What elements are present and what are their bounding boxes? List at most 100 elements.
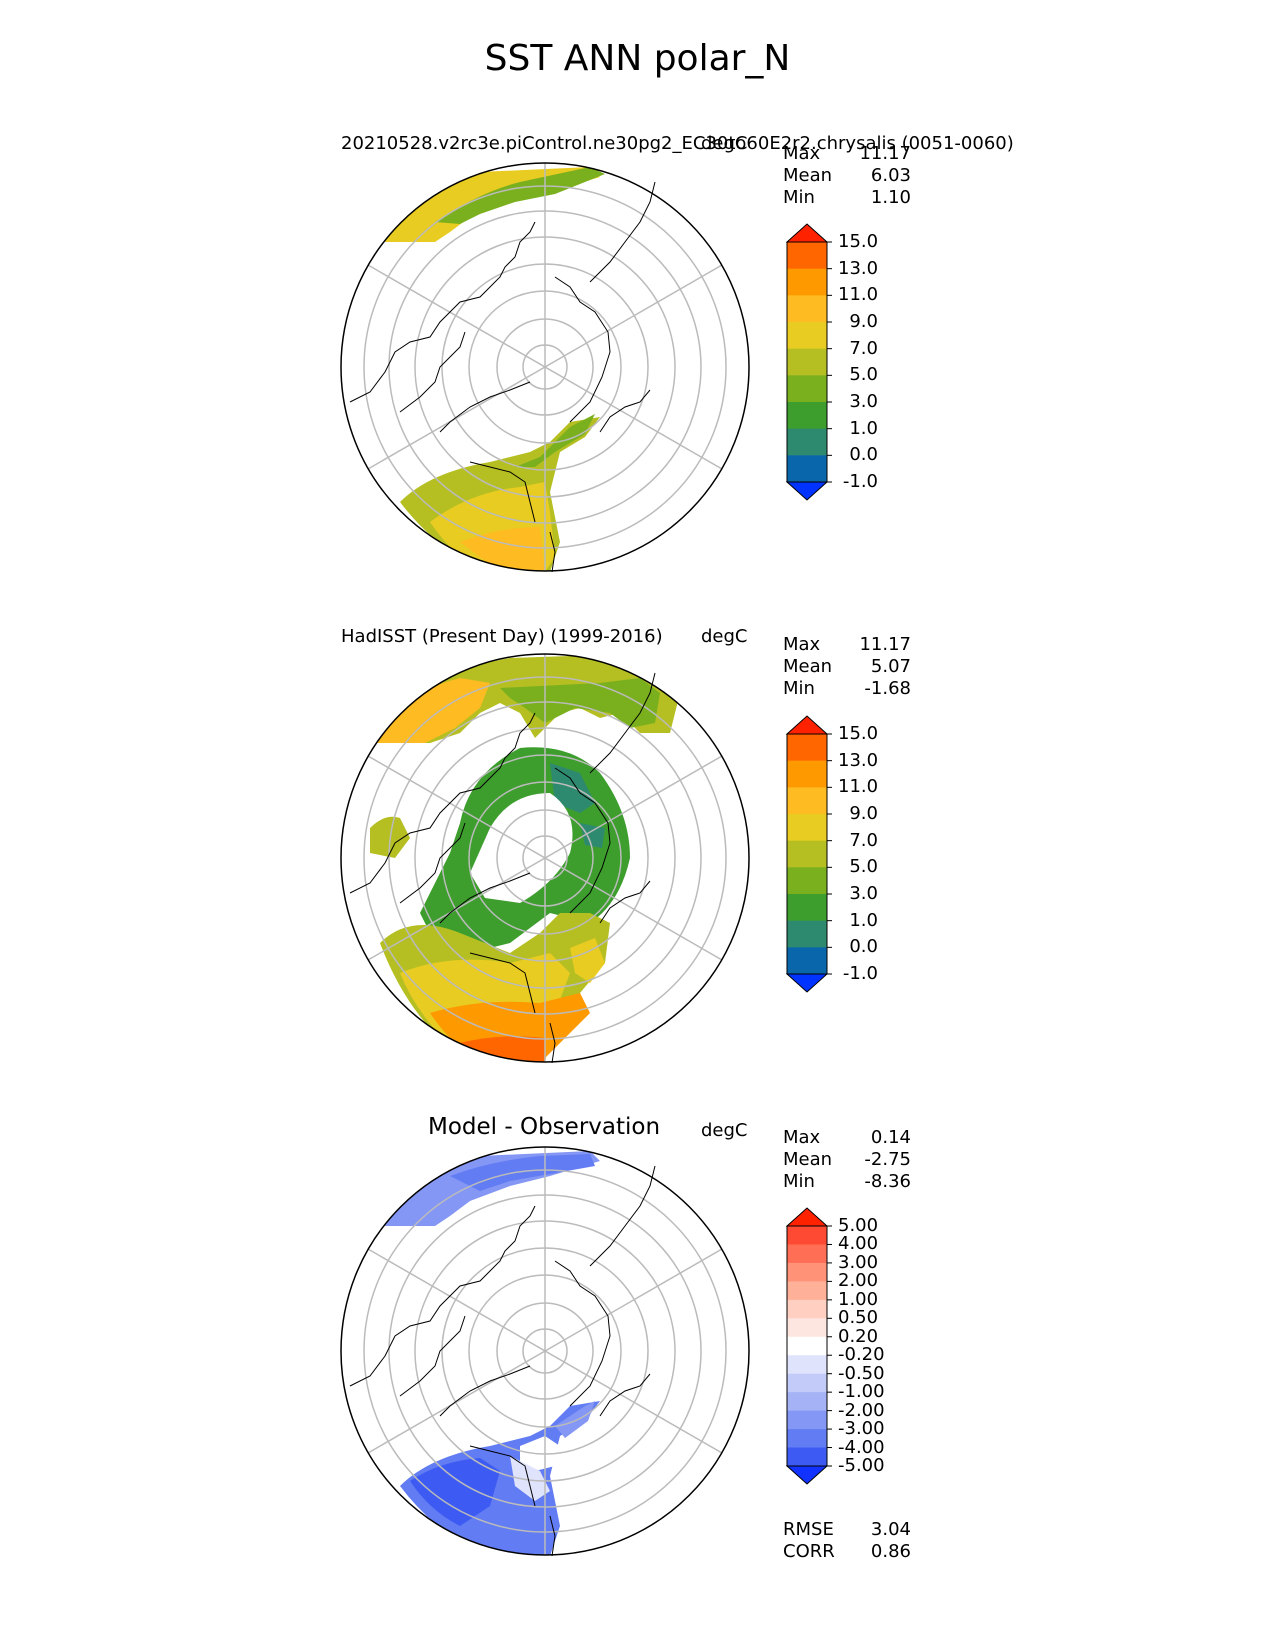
sst-region-north-cool	[500, 678, 660, 728]
colorbar-tick-label: 0.0	[849, 444, 878, 466]
stat-min-label: Min	[783, 187, 815, 208]
colorbar-segment	[787, 1429, 827, 1449]
colorbar-segment	[787, 1226, 827, 1245]
colorbar-segment	[787, 1373, 827, 1393]
colorbar-tick-label: -2.00	[838, 1399, 885, 1421]
colorbar-segment	[787, 734, 827, 762]
colorbar-segment	[787, 947, 827, 975]
stat-mean-label: Mean	[783, 1149, 833, 1170]
colorbar-extend-max	[785, 1207, 829, 1227]
stat-max-label: Max	[783, 1127, 821, 1148]
colorbar-tick-label: 11.0	[838, 776, 879, 798]
colorbar-segment	[787, 428, 827, 456]
diff-region-north-strong	[450, 1154, 595, 1191]
colorbar-frame	[786, 1225, 828, 1467]
panel-diff-title: Model - Observation	[428, 1114, 661, 1140]
colorbar-tick-label: 0.50	[838, 1307, 879, 1329]
map-boundary	[340, 162, 750, 572]
colorbar-segment	[787, 348, 827, 376]
sst-region-baltic	[570, 938, 605, 983]
metric-corr-value: 0.86	[870, 1541, 911, 1562]
colorbar-tick-label: 1.0	[849, 909, 878, 931]
panel-test-units: degC	[701, 133, 748, 154]
colorbar-tick-label: -3.00	[838, 1418, 885, 1440]
sst-region-norwegian	[515, 414, 595, 467]
colorbar-tick-label: -5.00	[838, 1455, 885, 1476]
colorbar-segment	[787, 1244, 827, 1264]
colorbar-tick-label: 3.0	[849, 391, 878, 412]
colorbar-tick-label: 7.0	[849, 829, 878, 851]
colorbar-tick-label: 0.20	[838, 1325, 879, 1347]
colorbar-segment	[787, 295, 827, 323]
map-boundary	[340, 653, 750, 1063]
colorbar-segment	[787, 1262, 827, 1282]
colorbar-tick-label: 15.0	[838, 231, 879, 252]
metric-corr-label: CORR	[783, 1541, 835, 1562]
colorbar-segment	[787, 1336, 827, 1356]
sst-region-north-warm	[360, 678, 490, 743]
panel-test-colorbar	[785, 223, 832, 501]
sst-region-atlantic-hot	[460, 527, 545, 571]
stat-max-label: Max	[783, 143, 821, 164]
stat-max-value: 0.14	[870, 1127, 911, 1148]
diff-region-atlantic-strong	[410, 1458, 500, 1526]
colorbar-segment	[787, 455, 827, 483]
colorbar-extend-max	[785, 715, 829, 735]
colorbar-extend-min	[785, 1465, 829, 1485]
panel-test-title: 20210528.v2rc3e.piControl.ne30pg2_EC30to…	[341, 133, 1014, 154]
colorbar-segment	[787, 1410, 827, 1430]
colorbar-tick-label: 5.0	[849, 856, 878, 878]
panel-diff-polar-map	[340, 1146, 750, 1556]
colorbar-segment	[787, 1281, 827, 1301]
colorbar-segment	[787, 814, 827, 842]
sst-region-arctic-cold	[550, 763, 595, 813]
colorbar-segment	[787, 894, 827, 922]
stat-min-value: -8.36	[864, 1171, 911, 1192]
graticule	[363, 1147, 727, 1555]
panel-reference-title: HadISST (Present Day) (1999-2016)	[341, 626, 663, 647]
colorbar-segment	[787, 1392, 827, 1412]
colorbar-tick-label: 5.0	[849, 364, 878, 386]
stat-min-label: Min	[783, 678, 815, 699]
stat-min-value: -1.68	[864, 678, 911, 699]
colorbar-segment	[787, 1299, 827, 1319]
panel-reference-colorbar	[785, 715, 832, 993]
colorbar-tick-label: 13.0	[838, 257, 879, 279]
colorbar-segment	[787, 1447, 827, 1467]
colorbar-extend-min	[785, 973, 829, 993]
colorbar-segment	[787, 1318, 827, 1338]
colorbar-extend-max	[785, 223, 829, 243]
panel-diff-stats: Max 0.14 Mean -2.75 Min -8.36	[783, 1127, 911, 1193]
map-boundary	[340, 1146, 750, 1556]
colorbar-tick-label: 5.00	[838, 1215, 879, 1236]
colorbar-tick-label: 0.0	[849, 936, 878, 958]
colorbar-tick-label: 7.0	[849, 337, 878, 359]
colorbar-tick-label: 1.00	[838, 1288, 879, 1310]
sst-region-north-cool	[435, 167, 605, 224]
colorbar-tick-label: 2.00	[838, 1270, 879, 1292]
graticule	[363, 163, 727, 571]
colorbar-tick-label: 15.0	[838, 723, 879, 744]
colorbar-tick-label: 13.0	[838, 749, 879, 771]
colorbar-segment	[787, 1355, 827, 1375]
stat-mean-value: -2.75	[864, 1149, 911, 1170]
colorbar-tick-label: -1.0	[842, 963, 878, 984]
colorbar-tick-label: 3.00	[838, 1251, 879, 1273]
colorbar-segment	[787, 760, 827, 788]
colorbar-segment	[787, 322, 827, 350]
panel-diff-colorbar	[785, 1207, 832, 1485]
coastlines	[349, 672, 656, 1063]
colorbar-tick-label: 11.0	[838, 284, 879, 306]
colorbar-tick-label: 4.00	[838, 1233, 879, 1255]
coastlines	[349, 181, 656, 572]
stat-mean-label: Mean	[783, 165, 833, 186]
diff-region-norwegian	[555, 1401, 595, 1438]
stat-max-label: Max	[783, 634, 821, 655]
colorbar-segment	[787, 268, 827, 296]
sst-region-arctic-cold2	[580, 823, 605, 848]
panel-test-stats: Max 11.17 Mean 6.03 Min 1.10	[783, 143, 911, 209]
colorbar-tick-label: -1.0	[842, 471, 878, 492]
stat-mean-value: 5.07	[870, 656, 911, 677]
colorbar-segment	[787, 867, 827, 895]
colorbar-segment	[787, 402, 827, 430]
